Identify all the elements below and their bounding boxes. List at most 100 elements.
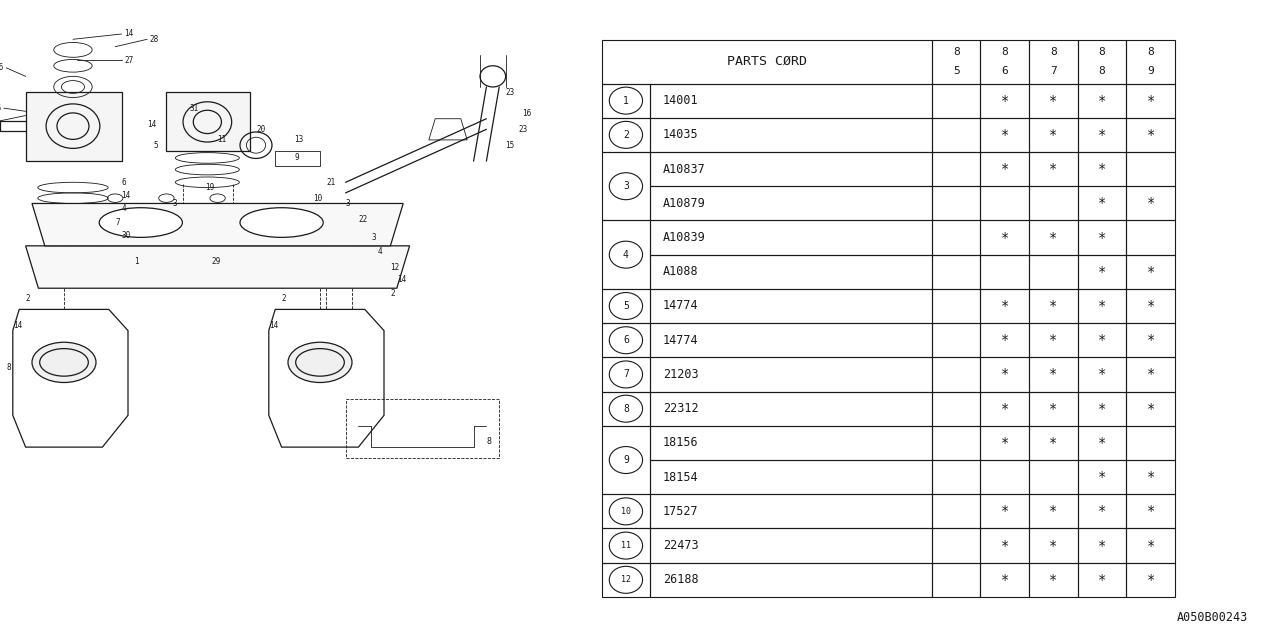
Bar <box>602 40 932 83</box>
Text: 2: 2 <box>282 294 287 303</box>
Bar <box>980 392 1029 426</box>
Text: *: * <box>1147 539 1155 552</box>
Bar <box>1029 392 1078 426</box>
Text: 9: 9 <box>294 154 300 163</box>
Bar <box>602 289 650 323</box>
Text: *: * <box>1098 128 1106 142</box>
Text: 18156: 18156 <box>663 436 699 449</box>
Text: A050B00243: A050B00243 <box>1176 611 1248 624</box>
Text: 14: 14 <box>13 321 22 330</box>
Bar <box>650 529 932 563</box>
Bar <box>1126 357 1175 392</box>
Bar <box>1029 289 1078 323</box>
Bar <box>1126 426 1175 460</box>
Text: 22: 22 <box>358 215 367 224</box>
Text: *: * <box>1147 196 1155 211</box>
Bar <box>1029 323 1078 357</box>
Bar <box>1078 323 1126 357</box>
Bar <box>1078 220 1126 255</box>
Bar <box>980 220 1029 255</box>
Bar <box>650 460 932 494</box>
Bar <box>932 118 980 152</box>
Bar <box>1078 529 1126 563</box>
Bar <box>602 83 650 118</box>
Text: 25: 25 <box>0 104 1 113</box>
Text: *: * <box>1098 265 1106 279</box>
Text: *: * <box>1098 573 1106 587</box>
Text: *: * <box>1098 402 1106 416</box>
Bar <box>932 323 980 357</box>
Polygon shape <box>26 246 410 288</box>
Bar <box>1126 152 1175 186</box>
Bar <box>602 563 650 597</box>
Bar <box>1126 40 1175 83</box>
Text: 8: 8 <box>1050 47 1057 57</box>
Text: 17527: 17527 <box>663 505 699 518</box>
Bar <box>980 186 1029 220</box>
Bar <box>1029 186 1078 220</box>
Text: *: * <box>1001 504 1009 518</box>
Text: *: * <box>1001 539 1009 552</box>
Text: *: * <box>1001 402 1009 416</box>
Text: *: * <box>1050 299 1057 313</box>
Bar <box>602 118 650 152</box>
Bar <box>980 40 1029 83</box>
Text: 2: 2 <box>390 289 396 298</box>
Text: 4: 4 <box>623 250 628 260</box>
Text: *: * <box>1050 436 1057 450</box>
Ellipse shape <box>32 342 96 383</box>
Bar <box>980 323 1029 357</box>
Bar <box>980 118 1029 152</box>
Polygon shape <box>32 204 403 246</box>
Text: *: * <box>1098 333 1106 348</box>
Text: *: * <box>1001 93 1009 108</box>
Text: 23: 23 <box>506 88 515 97</box>
Text: 14: 14 <box>397 275 406 284</box>
Text: 5: 5 <box>623 301 628 311</box>
Bar <box>932 289 980 323</box>
Text: *: * <box>1050 333 1057 348</box>
Bar <box>650 186 932 220</box>
Bar <box>602 152 650 220</box>
Text: *: * <box>1050 128 1057 142</box>
Text: PARTS CØRD: PARTS CØRD <box>727 55 806 68</box>
Text: *: * <box>1147 128 1155 142</box>
Text: A10879: A10879 <box>663 197 705 210</box>
Text: 8: 8 <box>623 404 628 413</box>
Text: 28: 28 <box>150 35 159 44</box>
Bar <box>650 220 932 255</box>
Text: 3: 3 <box>346 199 351 208</box>
Text: 26: 26 <box>0 63 4 72</box>
Text: 15: 15 <box>506 141 515 150</box>
Bar <box>980 529 1029 563</box>
Bar <box>650 494 932 529</box>
Bar <box>932 426 980 460</box>
Bar <box>346 399 499 458</box>
Text: *: * <box>1098 470 1106 484</box>
Bar <box>1078 83 1126 118</box>
Bar <box>1029 220 1078 255</box>
Text: 21: 21 <box>326 178 335 187</box>
Text: *: * <box>1001 573 1009 587</box>
Bar <box>650 289 932 323</box>
Bar <box>1078 152 1126 186</box>
Bar <box>980 563 1029 597</box>
Text: *: * <box>1098 299 1106 313</box>
Text: *: * <box>1050 162 1057 176</box>
Ellipse shape <box>100 208 183 237</box>
Text: 20: 20 <box>256 125 265 134</box>
Bar <box>1126 83 1175 118</box>
Text: *: * <box>1050 402 1057 416</box>
Text: A1088: A1088 <box>663 265 699 278</box>
Bar <box>1029 40 1078 83</box>
Bar <box>650 323 932 357</box>
Text: 12: 12 <box>390 262 399 271</box>
Text: 8: 8 <box>1001 47 1009 57</box>
Text: 3: 3 <box>623 181 628 191</box>
Text: *: * <box>1050 573 1057 587</box>
Bar <box>932 460 980 494</box>
Text: *: * <box>1050 93 1057 108</box>
Text: 10: 10 <box>621 507 631 516</box>
Text: *: * <box>1098 367 1106 381</box>
Text: *: * <box>1050 230 1057 244</box>
